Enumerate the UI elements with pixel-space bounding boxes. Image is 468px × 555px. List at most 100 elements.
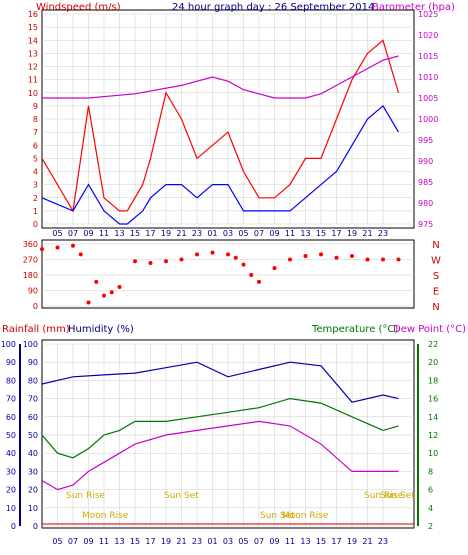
wind-x-tick-label: 17 bbox=[145, 229, 155, 238]
barometer-y-tick-label: 985 bbox=[418, 178, 433, 187]
wind_avg-line bbox=[41, 104, 400, 225]
compass-label: N bbox=[432, 240, 439, 251]
chart-title: 24 hour graph day : 26 September 2014 bbox=[172, 2, 374, 13]
humidity-y-tick-label: 10 bbox=[28, 504, 38, 513]
wind-y-tick-label: 1 bbox=[33, 207, 38, 216]
wind-x-tick-label: 03 bbox=[223, 229, 233, 238]
barometer-y-tick-label: 995 bbox=[418, 136, 433, 145]
direction-point bbox=[257, 279, 261, 284]
wind-x-tick-label: 17 bbox=[331, 229, 341, 238]
humidity-x-tick-label: 13 bbox=[300, 537, 310, 546]
rainfall-axis-label: Rainfall (mm) bbox=[2, 324, 70, 335]
humidity-x-tick-label: 09 bbox=[83, 537, 93, 546]
wind-y-tick-label: 4 bbox=[33, 168, 38, 177]
direction-y-tick-label: 90 bbox=[28, 287, 38, 296]
temperature-y-tick-label: 16 bbox=[428, 395, 438, 404]
humidity-x-tick-label: 15 bbox=[316, 537, 326, 546]
rain-y-tick-label: 20 bbox=[6, 486, 16, 495]
sun-moon-annotation: Moon Rise bbox=[82, 511, 129, 521]
wind-x-tick-label: 15 bbox=[130, 229, 140, 238]
direction-point bbox=[109, 290, 114, 295]
direction-y-tick-label: 0 bbox=[33, 302, 38, 311]
humidity-x-tick-label: 19 bbox=[161, 537, 171, 546]
wind-y-tick-label: 16 bbox=[28, 10, 38, 19]
sun-moon-annotation: Sun Rise bbox=[66, 491, 105, 501]
rain-y-tick-label: 10 bbox=[6, 504, 16, 513]
humidity-x-tick-label: 19 bbox=[347, 537, 357, 546]
humidity-x-tick-label: 17 bbox=[331, 537, 341, 546]
humidity-y-tick-label: 30 bbox=[28, 467, 38, 476]
direction-point bbox=[334, 255, 339, 260]
gust-line bbox=[41, 39, 400, 213]
humidity-x-tick-label: 01 bbox=[207, 537, 217, 546]
sun-moon-annotation: Sun Rise bbox=[364, 491, 403, 501]
temperature-y-tick-label: 8 bbox=[428, 467, 433, 476]
barometer-y-tick-label: 975 bbox=[418, 220, 433, 229]
barometer-y-tick-label: 980 bbox=[418, 199, 433, 208]
direction-point bbox=[210, 250, 215, 255]
wind-x-tick-label: 23 bbox=[378, 229, 388, 238]
compass-label: E bbox=[433, 287, 439, 298]
humidity-y-tick-label: 80 bbox=[28, 376, 38, 385]
humidity-x-tick-label: 13 bbox=[114, 537, 124, 546]
compass-label: S bbox=[433, 271, 439, 282]
direction-point bbox=[288, 257, 292, 262]
barometer-y-tick-label: 1020 bbox=[418, 31, 438, 40]
wind-x-tick-label: 07 bbox=[68, 229, 78, 238]
wind-y-tick-label: 2 bbox=[33, 194, 38, 203]
rain-y-tick-label: 40 bbox=[6, 449, 16, 458]
chart-marks bbox=[19, 39, 419, 526]
direction-point bbox=[396, 257, 401, 262]
grid-lines bbox=[42, 13, 414, 527]
wind-y-tick-label: 10 bbox=[28, 89, 38, 98]
humidity-x-tick-label: 23 bbox=[192, 537, 202, 546]
barometer-y-tick-label: 1000 bbox=[418, 115, 438, 124]
wind-y-tick-label: 9 bbox=[33, 102, 38, 111]
rain-y-tick-label: 50 bbox=[6, 431, 16, 440]
dewpoint-axis-label: Dew Point (°C) bbox=[393, 324, 466, 335]
direction-point bbox=[381, 257, 385, 262]
rain-y-tick-label: 30 bbox=[6, 467, 16, 476]
rain-y-tick-label: 80 bbox=[6, 376, 16, 385]
temperature-y-tick-label: 10 bbox=[428, 449, 438, 458]
wind-x-tick-label: 11 bbox=[99, 229, 109, 238]
temperature-y-tick-label: 18 bbox=[428, 376, 438, 385]
humidity-y-tick-label: 20 bbox=[28, 486, 38, 495]
direction-point bbox=[164, 259, 168, 264]
wind-x-tick-label: 23 bbox=[192, 229, 202, 238]
barometer-y-tick-label: 1015 bbox=[418, 52, 438, 61]
rain-y-tick-label: 0 bbox=[11, 522, 16, 531]
wind-x-tick-label: 09 bbox=[269, 229, 279, 238]
wind-x-tick-label: 15 bbox=[316, 229, 326, 238]
humidity-x-tick-label: 11 bbox=[99, 537, 109, 546]
humidity-x-tick-label: 03 bbox=[223, 537, 233, 546]
humidity-x-tick-label: 05 bbox=[238, 537, 248, 546]
direction-point bbox=[241, 262, 246, 267]
barometer-y-tick-label: 1005 bbox=[418, 94, 438, 103]
humidity-x-tick-label: 21 bbox=[362, 537, 372, 546]
direction-y-tick-label: 180 bbox=[23, 271, 38, 280]
wind-y-tick-label: 13 bbox=[28, 49, 38, 58]
direction-point bbox=[303, 254, 308, 259]
direction-point bbox=[117, 285, 122, 290]
humidity-x-tick-label: 09 bbox=[269, 537, 279, 546]
humidity-x-tick-label: 05 bbox=[52, 537, 62, 546]
humidity-x-tick-label: 17 bbox=[145, 537, 155, 546]
direction-y-tick-label: 270 bbox=[23, 256, 38, 265]
direction-point bbox=[249, 273, 254, 277]
temperature-line bbox=[41, 397, 399, 459]
rain-y-tick-label: 70 bbox=[6, 395, 16, 404]
axis-labels: 0123456789101112131415169759809859909951… bbox=[1, 10, 441, 546]
temperature-y-tick-label: 14 bbox=[428, 413, 438, 422]
humidity-y-tick-label: 90 bbox=[28, 358, 38, 367]
wind-x-tick-label: 21 bbox=[362, 229, 372, 238]
wind-x-tick-label: 21 bbox=[176, 229, 186, 238]
wind-x-tick-label: 19 bbox=[347, 229, 357, 238]
direction-y-tick-label: 360 bbox=[23, 240, 38, 249]
direction-point bbox=[40, 247, 44, 252]
direction-point bbox=[195, 252, 199, 257]
direction-point bbox=[78, 252, 83, 257]
wind-x-tick-label: 13 bbox=[300, 229, 310, 238]
direction-point bbox=[272, 266, 277, 271]
